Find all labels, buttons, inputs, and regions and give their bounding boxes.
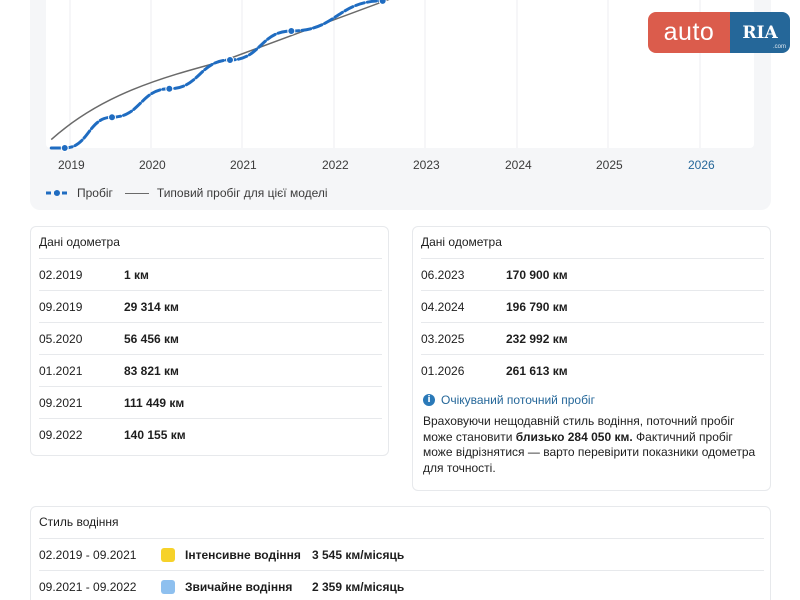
odometer-date: 09.2021 <box>39 396 83 410</box>
logo-ria-text: RIA <box>742 22 778 43</box>
logo-auto: auto <box>648 12 730 53</box>
row-divider <box>421 290 764 291</box>
odometer-date: 06.2023 <box>421 268 465 282</box>
odometer-date: 04.2024 <box>421 300 465 314</box>
odometer-title: Дані одометра <box>39 235 120 249</box>
info-icon: i <box>423 394 435 406</box>
odometer-card-right: Дані одометра 06.2023 170 900 км 04.2024 19… <box>412 226 771 491</box>
row-divider <box>39 322 382 323</box>
expected-mileage-title: Очікуваний поточний пробіг <box>441 393 595 407</box>
expected-mileage-text: Враховуючи нещодавній стиль водіння, пот… <box>423 414 763 476</box>
odometer-row: 04.2024 196 790 км <box>421 291 568 323</box>
odometer-km: 232 992 км <box>506 332 568 346</box>
expected-mileage-notice: i Очікуваний поточний пробіг <box>423 393 595 407</box>
style-type: Інтенсивне водіння <box>185 548 301 562</box>
odometer-date: 03.2025 <box>421 332 465 346</box>
odometer-card-left: Дані одометра 02.2019 1 км 09.2019 29 314 к… <box>30 226 389 456</box>
odometer-date: 01.2026 <box>421 364 465 378</box>
row-divider <box>39 538 764 539</box>
style-rate: 3 545 км/місяць <box>312 548 405 562</box>
odometer-row: 01.2021 83 821 км <box>39 355 179 387</box>
style-color-dot <box>161 580 175 594</box>
x-tick-label: 2021 <box>230 158 257 172</box>
mileage-point[interactable] <box>287 26 296 35</box>
odometer-km: 196 790 км <box>506 300 568 314</box>
x-tick-label: 2019 <box>58 158 85 172</box>
odometer-row: 09.2022 140 155 км <box>39 419 186 451</box>
row-divider <box>421 258 764 259</box>
mileage-point[interactable] <box>60 143 69 152</box>
chart-legend: Пробіг Типовий пробіг для цієї моделі <box>45 186 340 200</box>
odometer-km: 140 155 км <box>124 428 186 442</box>
mileage-point[interactable] <box>108 113 116 122</box>
odometer-km: 29 314 км <box>124 300 179 314</box>
legend-item-typical[interactable]: Типовий пробіг для цієї моделі <box>124 186 328 200</box>
odometer-km: 170 900 км <box>506 268 568 282</box>
plot-area <box>46 0 754 148</box>
row-divider <box>39 570 764 571</box>
style-type: Звичайне водіння <box>185 580 293 594</box>
style-period: 09.2021 - 09.2022 <box>39 580 137 594</box>
odometer-row: 02.2019 1 км <box>39 259 149 291</box>
odometer-km: 111 449 км <box>124 396 185 410</box>
autoria-logo: auto RIA .com <box>648 12 790 53</box>
x-tick-label: 2020 <box>139 158 166 172</box>
odometer-km: 261 613 км <box>506 364 568 378</box>
x-tick-label: 2024 <box>505 158 532 172</box>
legend-mileage-label: Пробіг <box>77 186 113 200</box>
driving-style-row: 02.2019 - 09.2021 Інтенсивне водіння 3 545… <box>39 539 404 571</box>
x-tick-label: 2022 <box>322 158 349 172</box>
notice-text-part: Фактичний пробіг може відрізнятися — вар… <box>423 429 756 475</box>
row-divider <box>39 258 382 259</box>
odometer-date: 02.2019 <box>39 268 83 282</box>
mileage-line <box>49 0 385 150</box>
odometer-title: Дані одометра <box>421 235 502 249</box>
odometer-row: 01.2026 261 613 км <box>421 355 568 387</box>
legend-typical-label: Типовий пробіг для цієї моделі <box>156 186 328 200</box>
legend-typical-swatch <box>124 192 149 194</box>
odometer-row: 06.2023 170 900 км <box>421 259 568 291</box>
row-divider <box>39 386 382 387</box>
row-divider <box>39 354 382 355</box>
legend-mileage-swatch <box>46 190 68 196</box>
logo-ria: RIA .com <box>730 12 790 53</box>
odometer-date: 01.2021 <box>39 364 83 378</box>
logo-com: .com <box>772 44 786 50</box>
odometer-km: 56 456 км <box>124 332 179 346</box>
row-divider <box>39 290 382 291</box>
mileage-point[interactable] <box>378 0 387 5</box>
notice-text-part: Враховуючи нещодавній стиль водіння, пот… <box>423 414 735 444</box>
odometer-km: 83 821 км <box>124 364 179 378</box>
odometer-row: 05.2020 56 456 км <box>39 323 179 355</box>
legend-item-mileage[interactable]: Пробіг <box>45 186 113 200</box>
mileage-point[interactable] <box>226 55 234 64</box>
style-rate: 2 359 км/місяць <box>312 580 405 594</box>
driving-style-title: Стиль водіння <box>39 515 119 529</box>
odometer-date: 09.2019 <box>39 300 83 314</box>
x-tick-label: 2026 <box>688 158 715 172</box>
row-divider <box>421 354 764 355</box>
expected-mileage-value: близько 284 050 км. <box>515 429 633 444</box>
driving-style-row: 09.2021 - 09.2022 Звичайне водіння 2 359 к… <box>39 571 404 600</box>
driving-style-card: Стиль водіння 02.2019 - 09.2021 Інтенсивн… <box>30 506 771 600</box>
mileage-chart: 2019 2020 2021 2022 2023 2024 2025 2026 <box>46 0 754 172</box>
odometer-row: 09.2019 29 314 км <box>39 291 179 323</box>
odometer-date: 05.2020 <box>39 332 83 346</box>
odometer-km: 1 км <box>124 268 149 282</box>
x-tick-label: 2023 <box>413 158 440 172</box>
row-divider <box>421 322 764 323</box>
odometer-date: 09.2022 <box>39 428 83 442</box>
row-divider <box>39 418 382 419</box>
x-tick-label: 2025 <box>596 158 623 172</box>
mileage-point[interactable] <box>165 84 174 93</box>
mileage-chart-card: 2019 2020 2021 2022 2023 2024 2025 2026 Пробіг … <box>30 0 771 210</box>
odometer-row: 09.2021 111 449 км <box>39 387 184 419</box>
odometer-row: 03.2025 232 992 км <box>421 323 568 355</box>
style-period: 02.2019 - 09.2021 <box>39 548 137 562</box>
style-color-dot <box>161 548 175 562</box>
